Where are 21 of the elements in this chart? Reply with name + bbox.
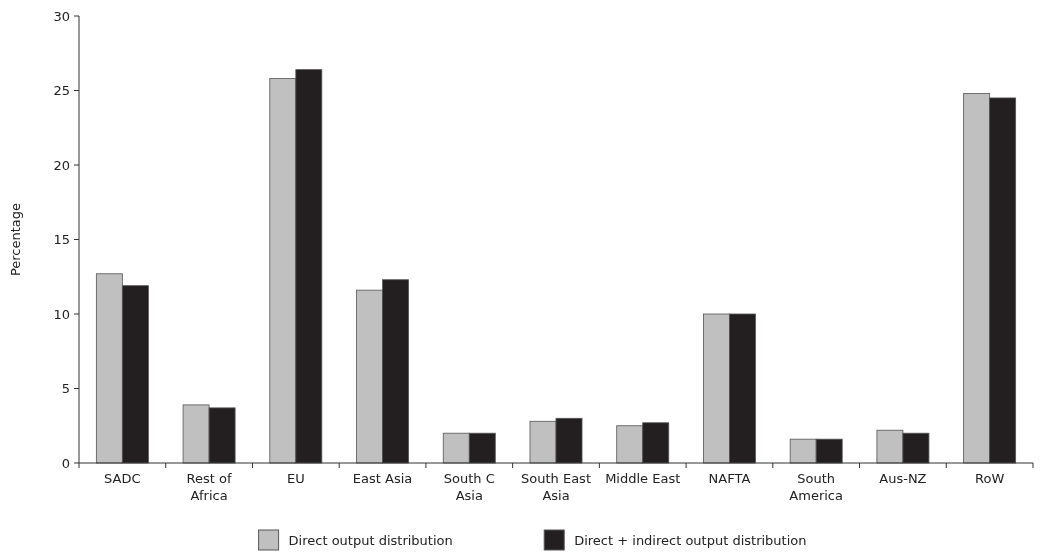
- y-tick-label: 0: [61, 455, 70, 471]
- x-tick-label: RoW: [975, 471, 1005, 486]
- x-tick-label: SADC: [104, 471, 141, 486]
- x-tick-label: Rest of Africa: [186, 471, 232, 503]
- y-tick-label: 25: [53, 83, 70, 99]
- y-tick-label: 15: [53, 232, 70, 248]
- legend-label: Direct + indirect output distribution: [574, 533, 807, 548]
- x-tick-label: East Asia: [352, 471, 413, 486]
- y-tick-label: 10: [53, 306, 70, 322]
- y-tick-label: 5: [61, 381, 70, 397]
- x-tick-label: Aus-NZ: [879, 471, 927, 486]
- x-tick-label: South East Asia: [521, 471, 591, 503]
- x-tick-label: EU: [286, 471, 305, 486]
- x-tick-label: Middle East: [605, 471, 681, 486]
- y-tick-label: 20: [53, 157, 70, 173]
- x-tick-label: South C Asia: [443, 471, 495, 503]
- y-tick-label: 30: [53, 8, 70, 24]
- legend-label: Direct output distribution: [288, 533, 453, 548]
- y-axis-title: Percentage: [8, 202, 23, 277]
- x-tick-label: South America: [789, 471, 843, 503]
- x-tick-label: NAFTA: [708, 471, 751, 486]
